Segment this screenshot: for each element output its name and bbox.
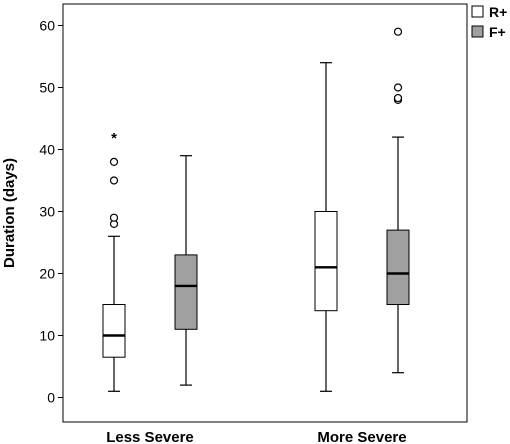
y-tick-label: 40	[39, 142, 55, 158]
boxes: *	[102, 27, 410, 392]
y-tick-label: 10	[39, 328, 55, 344]
box-iqr	[314, 211, 338, 312]
y-axis-title: Duration (days)	[1, 158, 18, 268]
box-iqr	[102, 304, 126, 358]
x-category-label: More Severe	[317, 429, 406, 444]
outlier-point	[393, 93, 403, 103]
y-tick-label: 20	[39, 266, 55, 282]
plot-frame	[62, 3, 468, 423]
outlier-point	[393, 27, 403, 36]
y-tick-label: 60	[39, 18, 55, 34]
box-iqr	[386, 229, 410, 306]
legend-label: R+	[489, 4, 507, 20]
y-tick-label: 0	[47, 390, 55, 406]
legend-label: F+	[489, 24, 506, 40]
box-rplus-more-severe	[314, 62, 338, 392]
outlier-point	[393, 83, 403, 92]
x-category-label: Less Severe	[106, 429, 194, 444]
outlier-point	[109, 176, 119, 185]
x-axis: Less Severe More Severe	[106, 429, 406, 444]
legend: R+ F+	[471, 4, 507, 40]
box-fplus-less-severe	[174, 155, 198, 386]
box-iqr	[174, 254, 198, 330]
extreme-point: *	[111, 130, 117, 147]
box-rplus-less-severe: *	[102, 130, 126, 392]
outlier-point	[109, 213, 119, 222]
y-tick-label: 30	[39, 204, 55, 220]
y-axis: 0 10 20 30 40 50 60	[39, 18, 63, 406]
y-tick-label: 50	[39, 80, 55, 96]
box-fplus-more-severe	[386, 27, 410, 374]
legend-swatch	[471, 25, 484, 38]
outlier-point	[109, 157, 119, 166]
legend-swatch	[471, 5, 484, 18]
